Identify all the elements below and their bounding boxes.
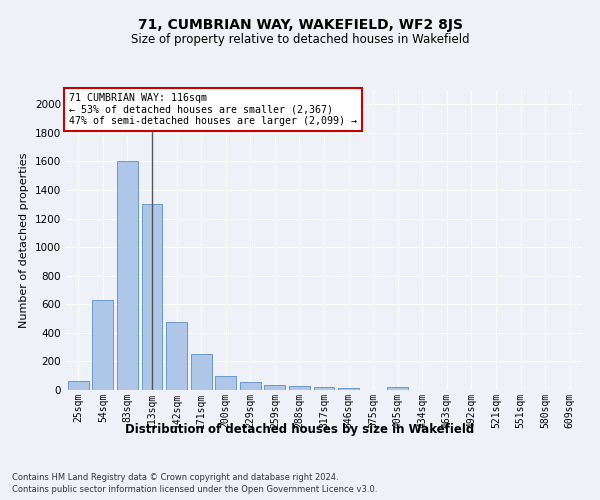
Bar — [191, 354, 212, 390]
Bar — [215, 376, 236, 390]
Bar — [265, 385, 286, 390]
Text: 71, CUMBRIAN WAY, WAKEFIELD, WF2 8JS: 71, CUMBRIAN WAY, WAKEFIELD, WF2 8JS — [137, 18, 463, 32]
Bar — [314, 387, 334, 390]
Bar — [142, 204, 163, 390]
Bar — [240, 382, 261, 390]
Y-axis label: Number of detached properties: Number of detached properties — [19, 152, 29, 328]
Bar — [117, 162, 138, 390]
Bar — [289, 386, 310, 390]
Bar — [387, 387, 408, 390]
Bar — [92, 300, 113, 390]
Bar — [68, 382, 89, 390]
Text: 71 CUMBRIAN WAY: 116sqm
← 53% of detached houses are smaller (2,367)
47% of semi: 71 CUMBRIAN WAY: 116sqm ← 53% of detache… — [68, 93, 356, 126]
Text: Distribution of detached houses by size in Wakefield: Distribution of detached houses by size … — [125, 422, 475, 436]
Text: Size of property relative to detached houses in Wakefield: Size of property relative to detached ho… — [131, 32, 469, 46]
Bar — [166, 322, 187, 390]
Bar — [338, 388, 359, 390]
Text: Contains public sector information licensed under the Open Government Licence v3: Contains public sector information licen… — [12, 485, 377, 494]
Text: Contains HM Land Registry data © Crown copyright and database right 2024.: Contains HM Land Registry data © Crown c… — [12, 472, 338, 482]
